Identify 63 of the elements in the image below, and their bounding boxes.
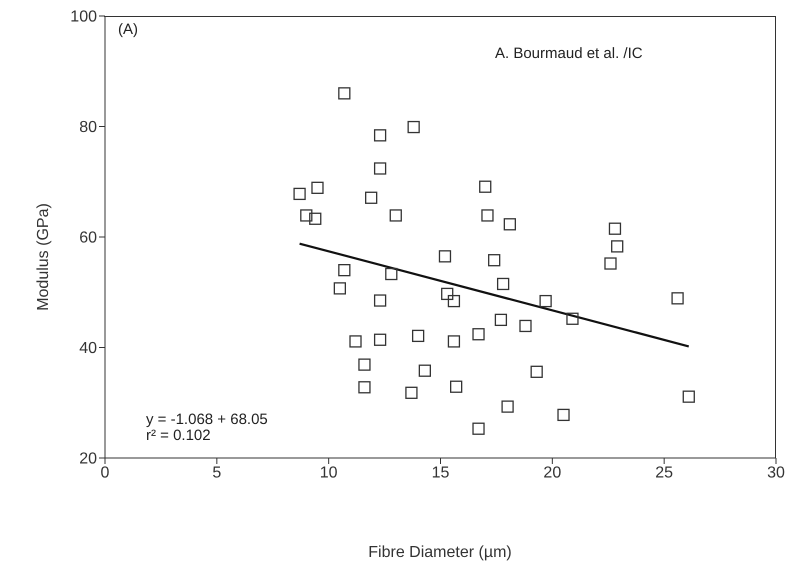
point: [408, 120, 420, 134]
point: [374, 129, 386, 142]
point: [441, 288, 454, 300]
x-tick-label: 5: [212, 464, 222, 482]
point: [611, 240, 624, 253]
point: [390, 209, 402, 222]
point: [496, 278, 510, 290]
point: [479, 180, 492, 193]
x-tick-label: 0: [100, 464, 110, 482]
point: [608, 222, 622, 235]
y-axis-title: Modulus (GPa): [35, 203, 53, 311]
annotation: (A): [118, 21, 138, 38]
point: [334, 282, 346, 295]
point: [488, 254, 500, 266]
point: [358, 358, 371, 371]
point: [682, 390, 695, 403]
point: [557, 408, 570, 422]
point: [671, 292, 684, 304]
point: [539, 294, 552, 308]
point: [604, 257, 617, 270]
point: [448, 335, 460, 348]
point: [365, 192, 378, 204]
x-axis-title: Fibre Diameter (µm): [368, 544, 512, 562]
point: [338, 264, 350, 276]
point: [358, 381, 371, 394]
point: [566, 312, 579, 325]
y-tick-label: 80: [79, 119, 98, 136]
point: [374, 334, 386, 346]
point: [338, 87, 350, 100]
point: [300, 209, 312, 222]
point: [309, 212, 322, 225]
annotation: y = -1.068 + 68.05: [146, 411, 268, 428]
point: [418, 364, 431, 377]
point: [501, 400, 514, 413]
point: [448, 294, 460, 308]
point: [438, 250, 452, 262]
point: [405, 386, 418, 399]
point: [349, 335, 362, 348]
y-tick-label: 20: [79, 450, 98, 468]
point: [481, 209, 494, 222]
point: [504, 218, 516, 230]
x-tick-label: 30: [767, 464, 785, 482]
point: [385, 268, 398, 280]
point: [472, 328, 485, 340]
point: [519, 320, 532, 332]
point: [374, 162, 386, 175]
annotation: r² = 0.102: [146, 427, 211, 444]
x-tick-label: 10: [320, 464, 338, 482]
x-tick-label: 15: [432, 464, 450, 482]
point: [472, 422, 485, 435]
point: [311, 182, 324, 194]
point: [494, 314, 508, 326]
y-tick-label: 60: [79, 230, 98, 247]
annotation: A. Bourmaud et al. /IC: [495, 45, 643, 62]
point: [374, 294, 386, 307]
y-tick-label: 100: [70, 8, 98, 26]
point: [450, 380, 462, 393]
point: [530, 366, 543, 378]
x-tick-label: 20: [543, 464, 562, 482]
point: [293, 188, 306, 200]
x-tick-label: 25: [655, 464, 674, 482]
y-tick-label: 40: [79, 340, 98, 358]
point: [412, 330, 424, 342]
